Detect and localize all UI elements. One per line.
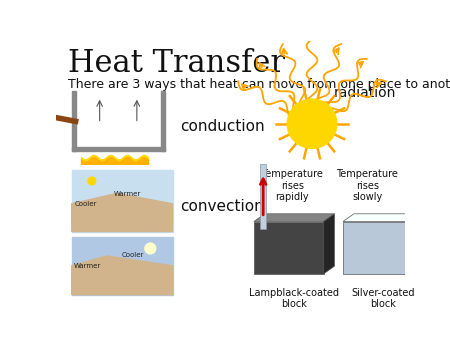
Text: Temperature
rises
slowly: Temperature rises slowly bbox=[337, 169, 398, 202]
Bar bbox=[254, 221, 324, 274]
Circle shape bbox=[88, 177, 96, 185]
Text: Warmer: Warmer bbox=[73, 263, 100, 268]
Bar bbox=[406, 171, 412, 229]
Polygon shape bbox=[324, 214, 334, 274]
Bar bbox=[72, 91, 76, 151]
Text: Silver-coated
block: Silver-coated block bbox=[351, 288, 415, 309]
Text: Cooler: Cooler bbox=[122, 252, 144, 258]
Text: convection: convection bbox=[180, 199, 264, 214]
Bar bbox=[72, 237, 172, 295]
Bar bbox=[72, 147, 165, 151]
Text: radiation: radiation bbox=[333, 86, 396, 100]
Polygon shape bbox=[72, 256, 172, 295]
Text: Warmer: Warmer bbox=[114, 191, 141, 197]
Circle shape bbox=[145, 243, 156, 254]
Text: Lampblack-coated
block: Lampblack-coated block bbox=[249, 288, 339, 309]
Polygon shape bbox=[254, 214, 334, 221]
Polygon shape bbox=[72, 193, 172, 232]
Text: There are 3 ways that heat can move from one place to another:: There are 3 ways that heat can move from… bbox=[68, 77, 450, 91]
Text: Temperature
rises
rapidly: Temperature rises rapidly bbox=[261, 169, 323, 202]
Text: conduction: conduction bbox=[180, 119, 265, 134]
Bar bbox=[261, 164, 266, 229]
Bar bbox=[343, 221, 413, 274]
Circle shape bbox=[287, 99, 337, 148]
Text: Heat Transfer: Heat Transfer bbox=[68, 48, 285, 79]
Polygon shape bbox=[343, 214, 423, 221]
Bar bbox=[72, 170, 172, 232]
Text: Cooler: Cooler bbox=[75, 201, 97, 207]
Bar bbox=[161, 91, 165, 151]
Polygon shape bbox=[413, 214, 423, 274]
